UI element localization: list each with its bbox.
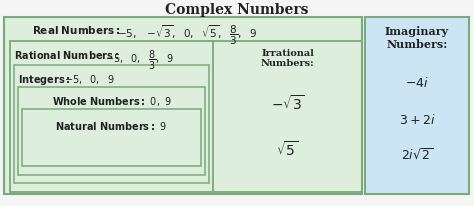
Text: $3 + 2i$: $3 + 2i$ [399,112,435,126]
Text: $\mathbf{Real\ Numbers:}$: $\mathbf{Real\ Numbers:}$ [32,24,120,36]
Text: $\mathbf{Integers:}$: $\mathbf{Integers:}$ [18,73,71,87]
Text: $\mathbf{Whole\ Numbers:}$$\ 0,\ 9$: $\mathbf{Whole\ Numbers:}$$\ 0,\ 9$ [52,95,172,108]
Text: $-\sqrt{3}$: $-\sqrt{3}$ [271,94,304,112]
Text: $\mathbf{Rational\ Numbers:}$: $\mathbf{Rational\ Numbers:}$ [14,49,119,61]
Text: $\sqrt{5}$: $\sqrt{5}$ [276,139,299,158]
Text: Irrational
Numbers:: Irrational Numbers: [261,49,314,68]
Text: Imaginary
Numbers:: Imaginary Numbers: [385,26,449,50]
Text: $\mathbf{Natural\ Numbers:}\ 9$: $\mathbf{Natural\ Numbers:}\ 9$ [55,119,167,131]
Text: $-5,\ \ 0,\ \ \dfrac{8}{3},\ \ 9$: $-5,\ \ 0,\ \ \dfrac{8}{3},\ \ 9$ [105,49,174,72]
Text: $-5,\ \ -\!\sqrt{3},\ \ 0,\ \ \sqrt{5},\ \ \dfrac{8}{3},\ \ 9$: $-5,\ \ -\!\sqrt{3},\ \ 0,\ \ \sqrt{5},\… [117,24,257,47]
Text: $-5,\ \ 0,\ \ 9$: $-5,\ \ 0,\ \ 9$ [64,73,115,85]
Text: $-4i$: $-4i$ [405,76,429,90]
FancyBboxPatch shape [365,18,469,194]
Text: Complex Numbers: Complex Numbers [165,3,309,17]
Text: $2i\sqrt{2}$: $2i\sqrt{2}$ [401,147,433,162]
FancyBboxPatch shape [4,18,362,194]
